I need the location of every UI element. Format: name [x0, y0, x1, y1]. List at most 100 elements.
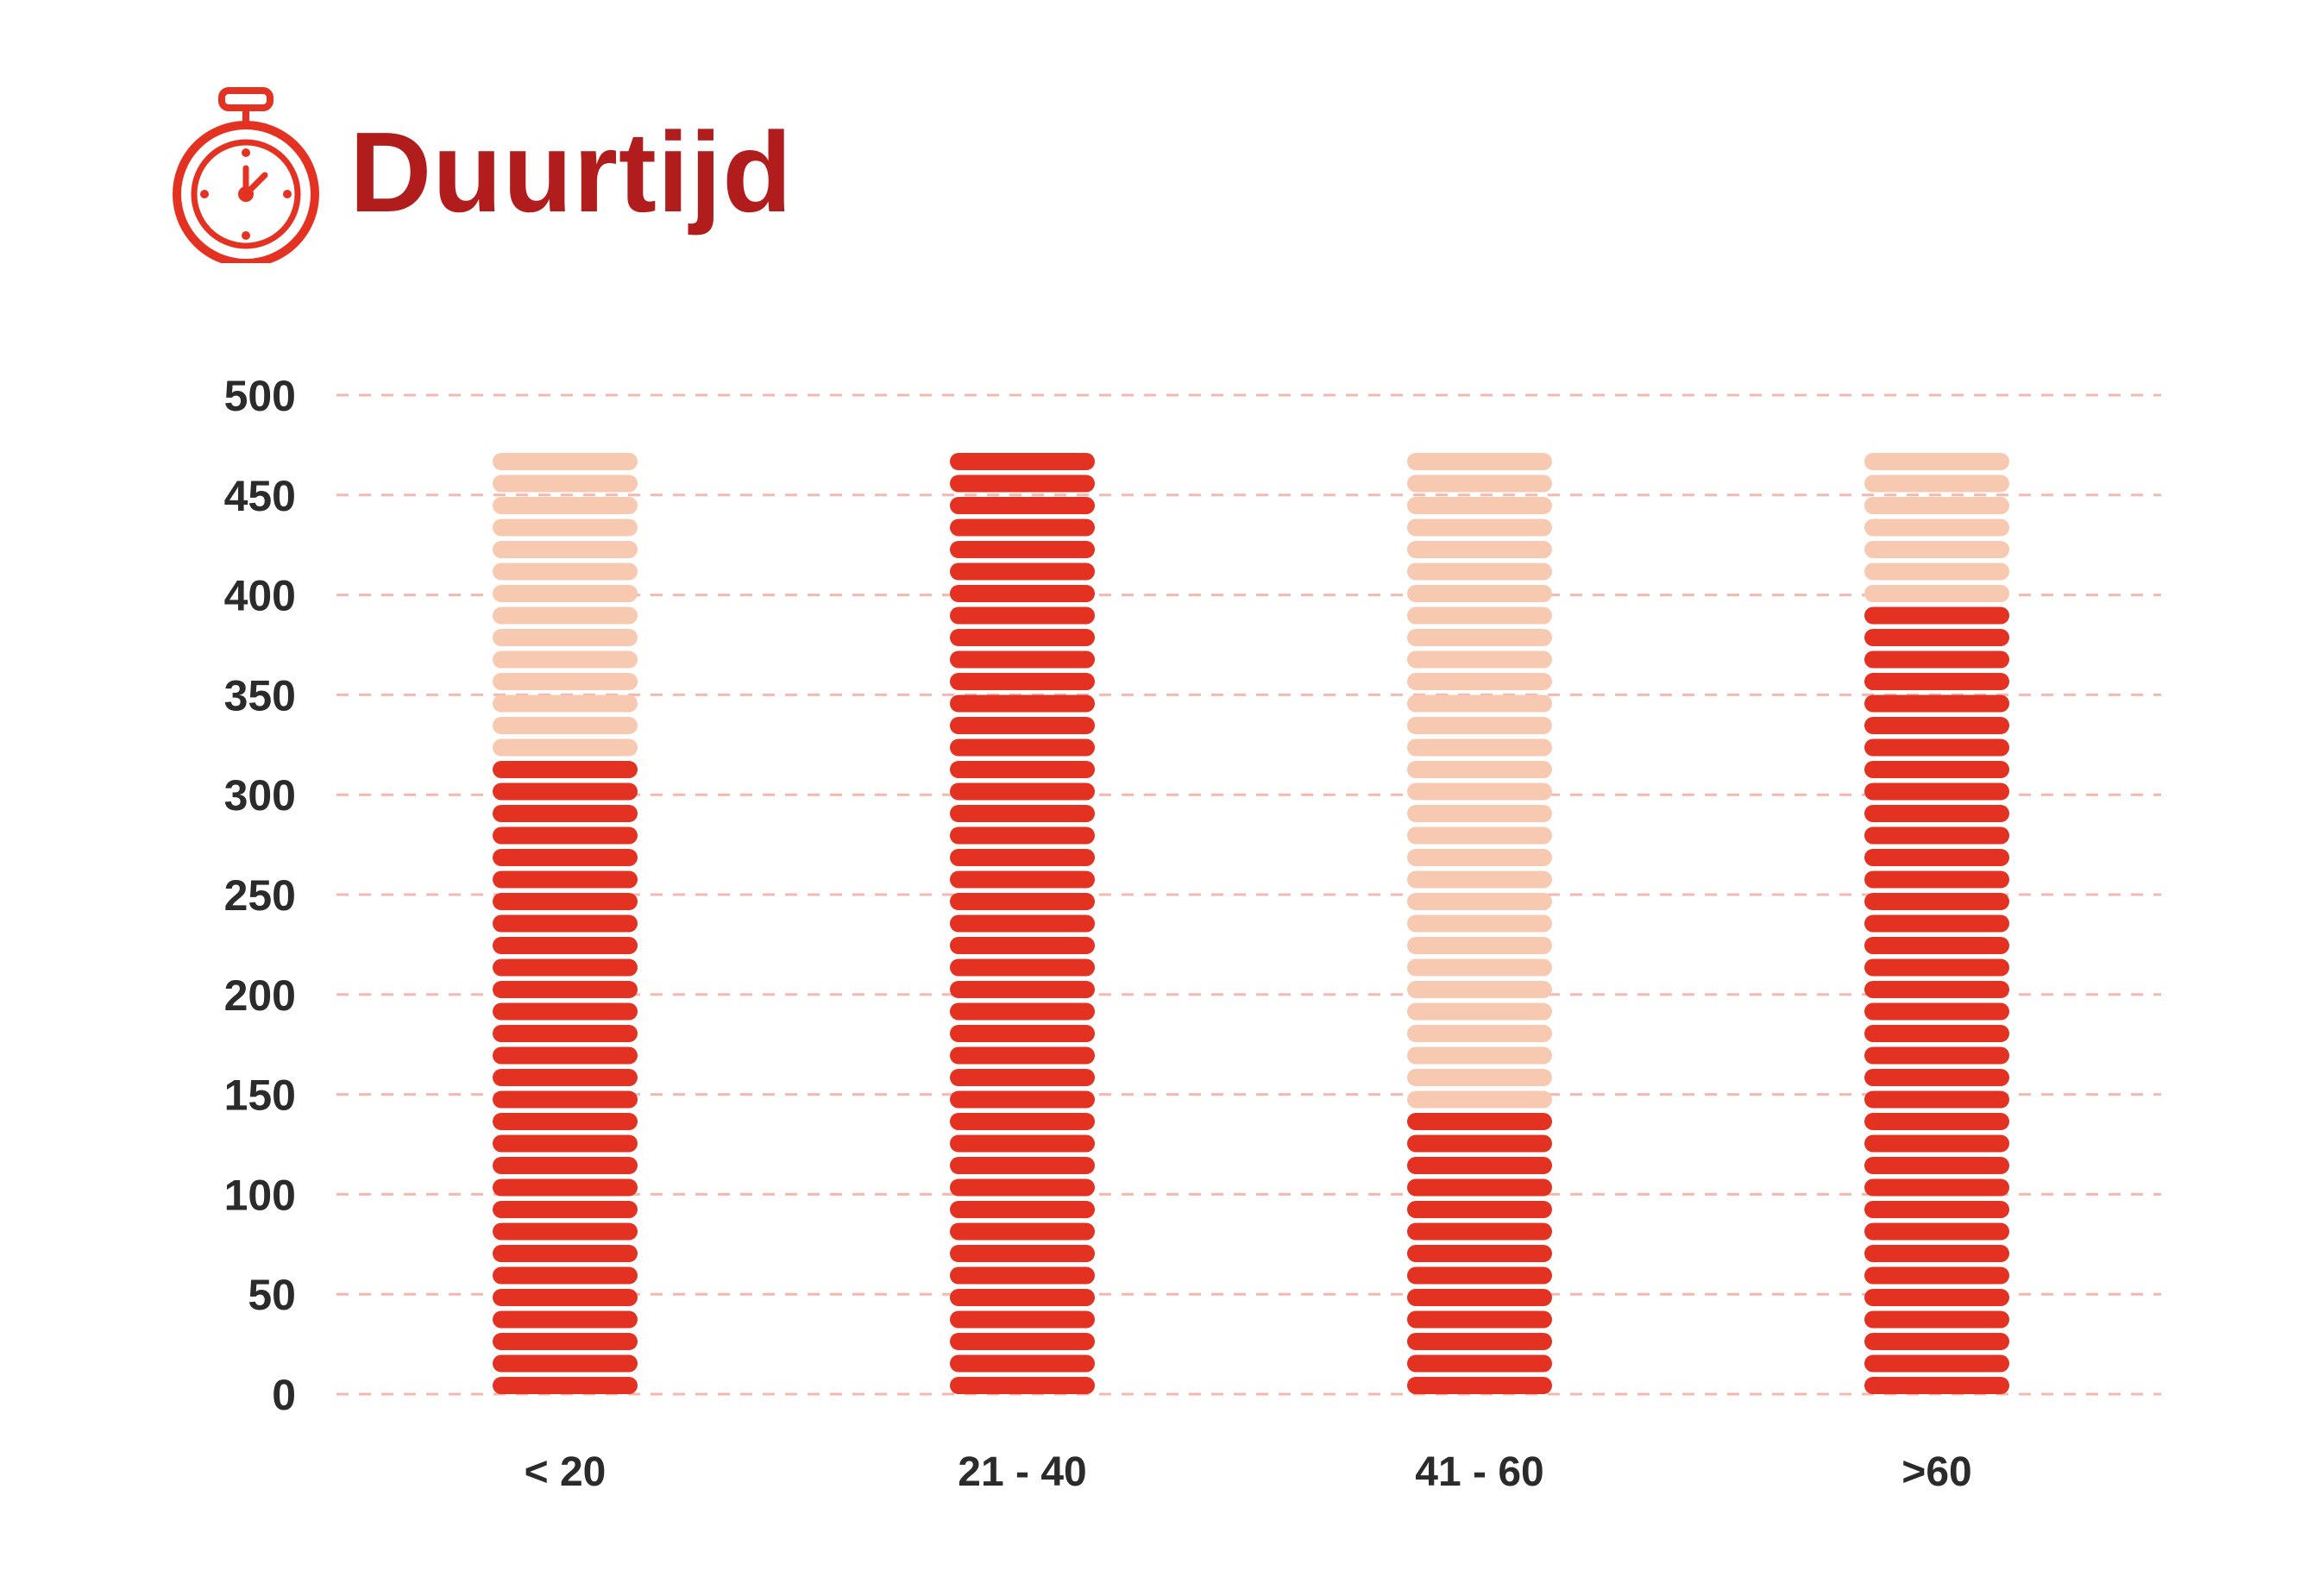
y-tick-label: 250	[224, 871, 296, 920]
bar-segment-filled	[493, 1201, 638, 1218]
bar-segment-filled	[1864, 1113, 2009, 1130]
bar-segment-filled	[950, 914, 1095, 933]
bar-segment-filled	[950, 650, 1095, 669]
bar-segment-filled	[1407, 1222, 1552, 1241]
bar-segment-filled	[950, 1025, 1095, 1042]
bar-segment-filled	[1864, 1002, 2009, 1021]
y-tick-label: 100	[224, 1171, 296, 1219]
bar-segment-filled	[493, 870, 638, 889]
bar-segment-filled	[950, 474, 1095, 493]
bar-segment-remaining	[1407, 497, 1552, 514]
bar-segment-filled	[493, 1090, 638, 1109]
bar-segment-filled	[493, 761, 638, 778]
bar-segment-filled	[1864, 893, 2009, 910]
bar-segment-filled	[493, 849, 638, 866]
bar-segment-filled	[1864, 782, 2009, 801]
bar-segment-filled	[1407, 1333, 1552, 1350]
bar-segment-remaining	[1407, 1090, 1552, 1109]
bar-segment-filled	[950, 1002, 1095, 1021]
bar-segment-filled	[493, 1046, 638, 1065]
stopwatch-icon	[173, 87, 319, 263]
bar-segment-remaining	[1407, 474, 1552, 493]
bar-segment-filled	[1864, 606, 2009, 625]
bar-segment-filled	[1864, 1354, 2009, 1373]
bar-segment-filled	[950, 1333, 1095, 1350]
bar-segment-filled	[950, 805, 1095, 822]
bar-segment-filled	[1864, 1178, 2009, 1197]
bar-segment-filled	[1864, 826, 2009, 845]
bar-1	[493, 453, 638, 1394]
bar-segment-filled	[1407, 1178, 1552, 1197]
bar-segment-remaining	[493, 650, 638, 669]
bar-segment-filled	[1864, 805, 2009, 822]
bar-segment-filled	[950, 453, 1095, 470]
bar-segment-filled	[1864, 1134, 2009, 1153]
bar-segment-remaining	[1864, 453, 2009, 470]
bar-segment-filled	[1864, 1245, 2009, 1262]
bar-segment-filled	[1864, 958, 2009, 977]
bar-segment-filled	[950, 937, 1095, 954]
bar-segment-filled	[1407, 1245, 1552, 1262]
bar-segment-filled	[950, 1157, 1095, 1174]
bar-segment-remaining	[493, 694, 638, 713]
bar-segment-filled	[950, 541, 1095, 558]
bar-segment-filled	[493, 1333, 638, 1350]
bar-segment-filled	[950, 826, 1095, 845]
bar-segment-filled	[950, 1090, 1095, 1109]
bar-segment-filled	[1864, 1025, 2009, 1042]
bar-segment-filled	[1864, 1289, 2009, 1306]
bar-segment-remaining	[493, 717, 638, 734]
bar-segment-filled	[493, 1289, 638, 1306]
x-tick-label: 21 - 40	[958, 1449, 1086, 1495]
bar-segment-remaining	[1407, 673, 1552, 690]
bar-segment-filled	[1864, 1377, 2009, 1394]
bar-segment-filled	[1864, 1090, 2009, 1109]
bar-segment-filled	[1407, 1201, 1552, 1218]
bar-segment-remaining	[1407, 606, 1552, 625]
y-tick-label: 150	[224, 1071, 296, 1120]
bar-segment-filled	[950, 1069, 1095, 1086]
bar-segment-filled	[1864, 1333, 2009, 1350]
bar-segment-remaining	[1407, 981, 1552, 998]
bar-segment-filled	[493, 893, 638, 910]
bar-segment-filled	[493, 1354, 638, 1373]
bar-segment-filled	[1864, 738, 2009, 757]
bar-segment-filled	[493, 958, 638, 977]
bar-segment-filled	[493, 782, 638, 801]
bar-segment-filled	[1407, 1113, 1552, 1130]
bar-segment-filled	[950, 1377, 1095, 1394]
bar-segment-filled	[1407, 1157, 1552, 1174]
bar-segment-filled	[493, 1134, 638, 1153]
bar-segment-remaining	[1864, 541, 2009, 558]
bar-segment-remaining	[493, 562, 638, 581]
bar-segment-remaining	[1407, 1025, 1552, 1042]
bar-segment-filled	[493, 1069, 638, 1086]
chart-title: Duurtijd	[349, 109, 793, 236]
bar-segment-remaining	[493, 541, 638, 558]
bar-segment-remaining	[493, 738, 638, 757]
bar-segment-filled	[950, 761, 1095, 778]
bar-segment-remaining	[1407, 629, 1552, 646]
chart-header: Duurtijd	[168, 82, 793, 263]
bar-segment-filled	[950, 1201, 1095, 1218]
bar-segment-filled	[950, 1113, 1095, 1130]
bar-segment-remaining	[493, 474, 638, 493]
x-tick-label: < 20	[525, 1449, 607, 1495]
bar-segment-filled	[1864, 1157, 2009, 1174]
bar-segment-filled	[1864, 1266, 2009, 1285]
bar-segment-remaining	[1407, 805, 1552, 822]
bar-segment-filled	[493, 1266, 638, 1285]
bar-segment-filled	[493, 805, 638, 822]
y-tick-label: 400	[224, 572, 296, 620]
bar-segment-remaining	[493, 629, 638, 646]
bar-segment-remaining	[1407, 937, 1552, 954]
bar-segment-filled	[1407, 1354, 1552, 1373]
bar-segment-remaining	[1407, 1046, 1552, 1065]
bar-segment-remaining	[1864, 585, 2009, 602]
bar-segment-filled	[1864, 717, 2009, 734]
bar-segment-remaining	[1407, 782, 1552, 801]
y-tick-label: 0	[272, 1371, 296, 1419]
bar-segment-filled	[1864, 937, 2009, 954]
bar-segment-remaining	[493, 518, 638, 537]
bar-segment-remaining	[1407, 1002, 1552, 1021]
